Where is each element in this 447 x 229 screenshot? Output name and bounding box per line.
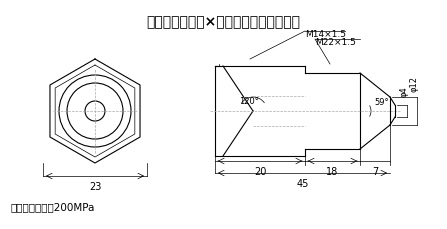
Text: φ4: φ4: [400, 86, 409, 97]
Text: 120°: 120°: [239, 97, 259, 106]
Text: 18: 18: [326, 166, 339, 176]
Text: M22×1.5: M22×1.5: [315, 38, 356, 47]
Text: 23: 23: [89, 181, 101, 191]
Text: 59°: 59°: [374, 98, 388, 106]
Text: M14×1.5: M14×1.5: [305, 30, 346, 39]
Text: 20: 20: [254, 166, 266, 176]
Text: φ12: φ12: [410, 76, 419, 92]
Text: 最高使用圧力：200MPa: 最高使用圧力：200MPa: [10, 201, 94, 211]
Text: ＦＭＳＵ－１４×２２メスオスソケット: ＦＭＳＵ－１４×２２メスオスソケット: [146, 15, 300, 29]
Text: 7: 7: [372, 166, 378, 176]
Text: 45: 45: [296, 178, 309, 188]
